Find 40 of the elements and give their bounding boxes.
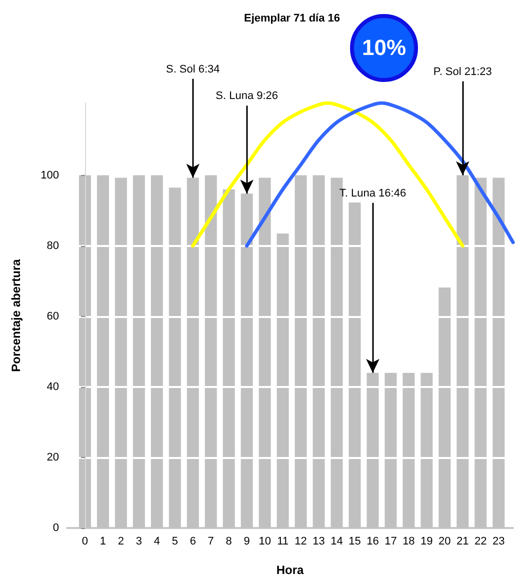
x-tick-label: 22 — [474, 536, 487, 548]
annotation: P. Sol 21:23 — [433, 66, 492, 78]
x-tick-label: 7 — [208, 536, 214, 548]
x-tick-label: 5 — [172, 536, 178, 548]
x-tick-label: 9 — [244, 536, 250, 548]
x-tick-label: 14 — [330, 536, 343, 548]
x-tick-label: 18 — [402, 536, 415, 548]
x-tick-label: 4 — [154, 536, 160, 548]
x-tick-label: 2 — [118, 536, 124, 548]
x-tick-label: 0 — [82, 536, 88, 548]
y-tick-label: 20 — [46, 451, 59, 464]
y-tick-label: 0 — [52, 522, 59, 534]
y-axis-title: Porcentaje abertura — [9, 258, 23, 372]
x-tick-label: 17 — [384, 536, 397, 548]
x-tick-label: 11 — [277, 536, 289, 548]
x-tick-label: 3 — [136, 536, 142, 548]
annotation: S. Sol 6:34 — [166, 63, 220, 76]
x-tick-label: 12 — [294, 536, 307, 548]
chart-title: Ejemplar 71 día 16 — [244, 12, 340, 24]
annotation: S. Luna 9:26 — [216, 90, 278, 102]
circle-badge: 10% — [350, 14, 418, 82]
x-tick-label: 23 — [492, 536, 505, 548]
y-tick-label: 40 — [46, 380, 59, 393]
x-tick-label: 10 — [258, 536, 271, 548]
x-tick-label: 8 — [226, 536, 232, 548]
y-tick-label: 80 — [46, 240, 59, 252]
x-tick-label: 6 — [190, 536, 196, 548]
x-tick-label: 20 — [438, 536, 451, 548]
y-tick-label: 100 — [40, 169, 59, 182]
x-tick-label: 16 — [366, 536, 379, 548]
x-tick-label: 13 — [312, 536, 325, 548]
y-tick-label: 60 — [46, 310, 59, 322]
line-series — [191, 101, 464, 248]
x-tick-label: 19 — [420, 536, 433, 548]
x-tick-label: 15 — [348, 536, 361, 548]
x-tick-label: 1 — [100, 536, 106, 548]
line-series — [245, 101, 515, 248]
x-axis-title: Hora — [276, 563, 304, 577]
annotation: T. Luna 16:46 — [339, 187, 406, 200]
x-tick-label: 21 — [456, 536, 469, 548]
